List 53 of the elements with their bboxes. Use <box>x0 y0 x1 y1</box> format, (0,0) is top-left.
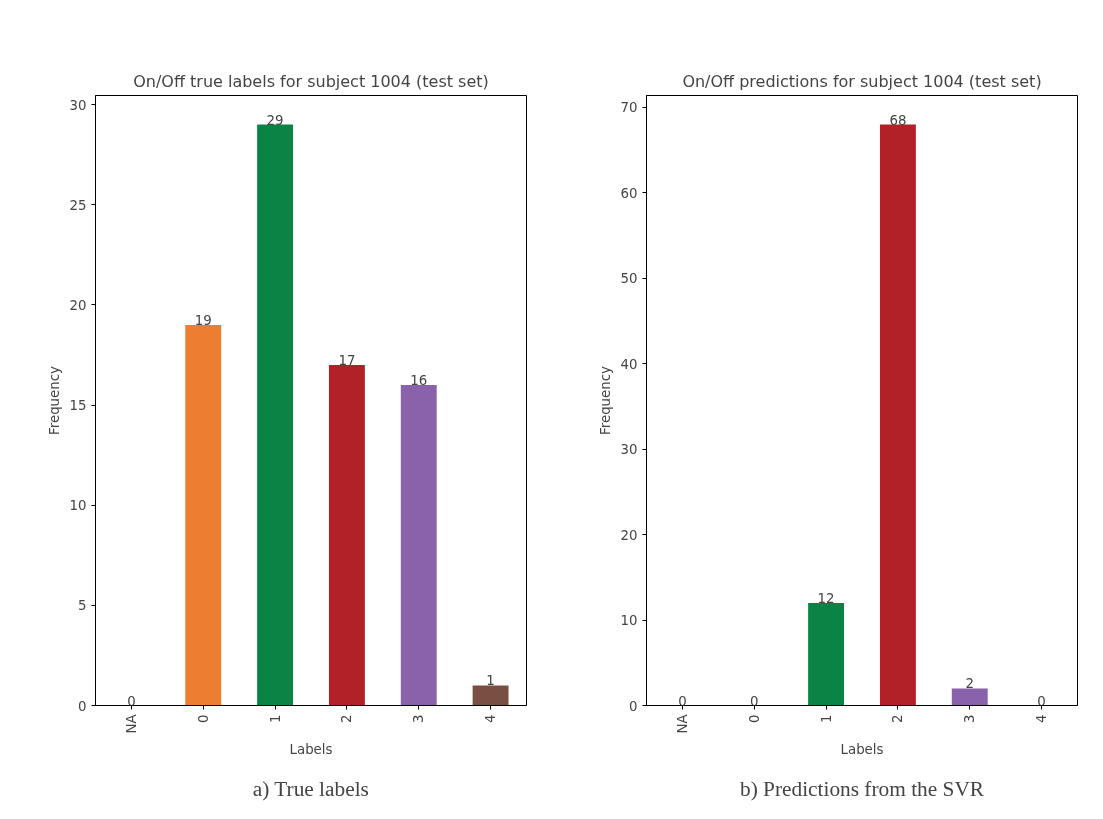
y-tick-label: 15 <box>69 398 87 414</box>
data-label: 19 <box>194 312 212 328</box>
x-tick-label: 2 <box>339 714 355 723</box>
bar <box>879 124 916 706</box>
y-tick-label: 5 <box>78 598 87 614</box>
x-tick-label: NA <box>123 714 139 734</box>
data-label: 0 <box>1037 693 1046 709</box>
data-label: 68 <box>889 112 907 128</box>
data-label: 29 <box>266 112 284 128</box>
data-label: 1 <box>486 673 495 689</box>
chart-title: On/Off predictions for subject 1004 (test set) <box>682 71 1042 91</box>
chart-title: On/Off true labels for subject 1004 (test set) <box>133 71 489 91</box>
y-axis-title: Frequency <box>597 365 613 435</box>
y-tick-label: 10 <box>620 613 638 629</box>
x-tick-label: 4 <box>1034 714 1050 723</box>
y-tick-label: 60 <box>620 185 638 201</box>
y-axis-title: Frequency <box>46 365 62 435</box>
y-tick-label: 50 <box>620 271 638 287</box>
y-tick-label: 20 <box>620 527 638 543</box>
x-tick-label: 3 <box>411 714 427 723</box>
text: b) Predictions from the SVR <box>739 776 985 801</box>
data-label: 12 <box>817 590 835 606</box>
bar <box>472 685 509 706</box>
x-tick-label: 0 <box>195 714 211 723</box>
y-tick-label: 30 <box>69 97 87 113</box>
x-tick-label: 0 <box>746 714 762 723</box>
y-tick-label: 30 <box>620 442 638 458</box>
x-axis-title: Labels <box>840 741 884 757</box>
data-label: 0 <box>750 693 759 709</box>
data-label: 16 <box>410 372 428 388</box>
x-tick-label: 1 <box>267 714 283 723</box>
data-label: 0 <box>678 693 687 709</box>
x-axis-title: Labels <box>289 741 333 757</box>
y-tick-label: 10 <box>69 498 87 514</box>
bar <box>257 124 294 706</box>
y-tick-label: 70 <box>620 100 638 116</box>
bar <box>808 602 845 706</box>
x-tick-label: NA <box>674 714 690 734</box>
y-tick-label: 40 <box>620 356 638 372</box>
bar <box>400 384 437 706</box>
bar <box>328 364 365 706</box>
data-label: 2 <box>965 676 974 692</box>
bar <box>185 324 222 706</box>
x-tick-label: 3 <box>962 714 978 723</box>
data-label: 17 <box>338 352 356 368</box>
text: a) True labels <box>252 776 369 801</box>
y-tick-label: 25 <box>69 197 87 213</box>
y-tick-label: 20 <box>69 297 87 313</box>
x-tick-label: 2 <box>890 714 906 723</box>
bar <box>951 688 988 706</box>
x-tick-label: 4 <box>483 714 499 723</box>
data-label: 0 <box>127 693 136 709</box>
x-tick-label: 1 <box>818 714 834 723</box>
